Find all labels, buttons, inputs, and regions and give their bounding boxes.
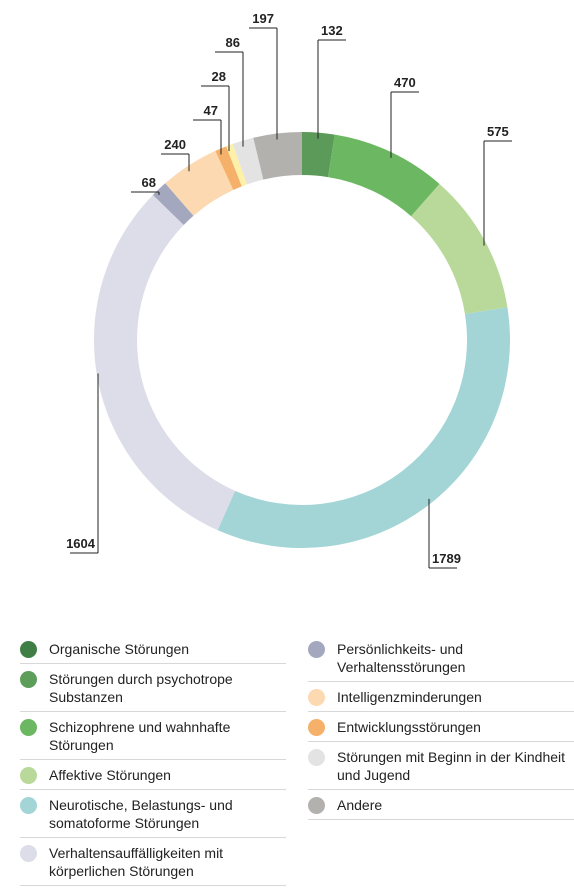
donut-slice: [93, 194, 236, 531]
legend-label: Intelligenzminderungen: [337, 689, 482, 705]
legend-item: Störungen mit Beginn in der Kindheit und…: [308, 742, 574, 790]
legend-swatch: [308, 797, 325, 814]
donut-slice: [232, 137, 264, 185]
legend-label: Organische Störungen: [49, 641, 190, 657]
legend-swatch: [308, 641, 325, 658]
data-label: 575: [487, 124, 509, 139]
legend-item: Verhaltensauffälligkeiten mit körperlich…: [20, 838, 286, 886]
data-label: 197: [252, 11, 274, 26]
legend-swatch: [20, 671, 37, 688]
legend-swatch: [308, 749, 325, 766]
donut-slice: [302, 132, 335, 178]
legend-label: Verhaltensauffälligkeiten mit körperlich…: [49, 845, 224, 879]
legend-label: Neurotische, Belastungs- und somatoforme…: [49, 797, 233, 831]
legend: Organische Störungen Störungen durch psyc…: [20, 634, 574, 886]
legend-item: Organische Störungen: [20, 634, 286, 664]
legend-column: Organische Störungen Störungen durch psyc…: [20, 634, 286, 886]
data-label: 1604: [66, 536, 96, 551]
donut-slice: [226, 143, 248, 187]
data-label: 132: [321, 23, 343, 38]
data-label: 1789: [432, 551, 461, 566]
legend-swatch: [20, 641, 37, 658]
legend-label: Andere: [337, 797, 383, 813]
chart: 132 470 575 1789 1604 68 240 47 28 86 197: [66, 11, 512, 569]
legend-item: Persönlichkeits- und Verhaltensstörungen: [308, 634, 574, 682]
legend-column: Persönlichkeits- und Verhaltensstörungen…: [308, 634, 574, 886]
legend-swatch: [308, 689, 325, 706]
donut-slice: [411, 183, 508, 314]
data-label: 47: [204, 103, 218, 118]
donut-slice: [165, 150, 234, 216]
legend-swatch: [20, 797, 37, 814]
legend-item: Schizophrene und wahnhafte Störungen: [20, 712, 286, 760]
data-label: 86: [226, 35, 240, 50]
legend-swatch: [308, 719, 325, 736]
legend-label: Störungen durch psychotrope Substanzen: [49, 671, 233, 705]
legend-item: Intelligenzminderungen: [308, 682, 574, 712]
legend-swatch: [20, 845, 37, 862]
legend-swatch: [20, 767, 37, 784]
legend-swatch: [20, 719, 37, 736]
legend-item: Neurotische, Belastungs- und somatoforme…: [20, 790, 286, 838]
legend-item: Andere: [308, 790, 574, 820]
legend-label: Affektive Störungen: [49, 767, 171, 783]
legend-label: Störungen mit Beginn in der Kindheit und…: [337, 749, 566, 783]
legend-label: Persönlichkeits- und Verhaltensstörungen: [337, 641, 466, 675]
legend-item: Entwicklungsstörungen: [308, 712, 574, 742]
donut-slice: [253, 132, 302, 180]
legend-label: Entwicklungsstörungen: [337, 719, 481, 735]
donut-slice: [152, 183, 194, 225]
legend-item: Störungen durch psychotrope Substanzen: [20, 664, 286, 712]
data-label: 68: [142, 175, 156, 190]
donut-slice: [215, 146, 242, 190]
donut-slice: [328, 134, 440, 217]
data-label: 28: [212, 69, 226, 84]
donut-slice: [217, 307, 511, 549]
legend-label: Schizophrene und wahnhafte Störungen: [49, 719, 231, 753]
data-label: 470: [394, 75, 416, 90]
legend-item: Affektive Störungen: [20, 760, 286, 790]
data-label: 240: [164, 137, 186, 152]
